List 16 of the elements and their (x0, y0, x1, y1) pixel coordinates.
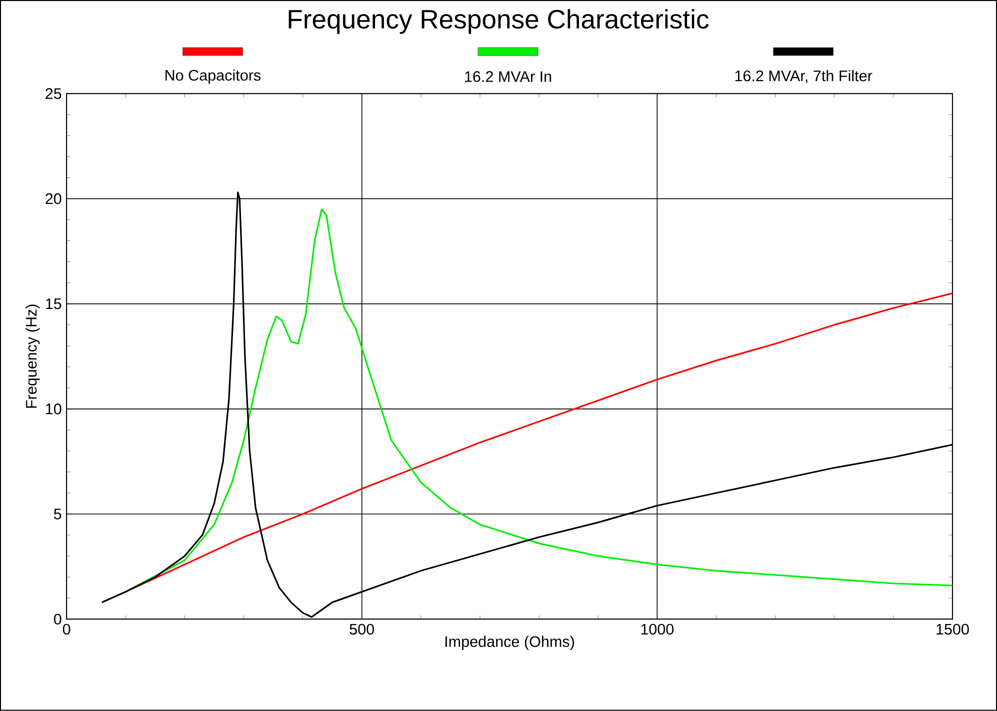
y-tick-label: 10 (46, 404, 62, 414)
x-tick-label: 1500 (936, 624, 969, 635)
legend-label: 16.2 MVAr In (465, 71, 552, 82)
x-tick-label: 1000 (641, 624, 674, 635)
y-tick-label: 25 (46, 88, 62, 100)
legend-label: No Capacitors (166, 70, 261, 84)
chart-title: Frequency Response Characteristic (288, 9, 709, 34)
y-tick-label: 15 (46, 298, 62, 310)
y-axis-title: Frequency (Hz) (25, 304, 40, 408)
y-tick-label: 20 (46, 193, 62, 204)
y-tick-label: 5 (54, 508, 62, 520)
legend-label: 16.2 MVAr, 7th Filter (735, 70, 872, 84)
y-tick-label: 0 (54, 614, 62, 625)
x-tick-label: 500 (350, 624, 374, 635)
x-tick-label: 0 (62, 624, 70, 635)
x-axis-title: Impedance (Ohms) (446, 636, 574, 650)
